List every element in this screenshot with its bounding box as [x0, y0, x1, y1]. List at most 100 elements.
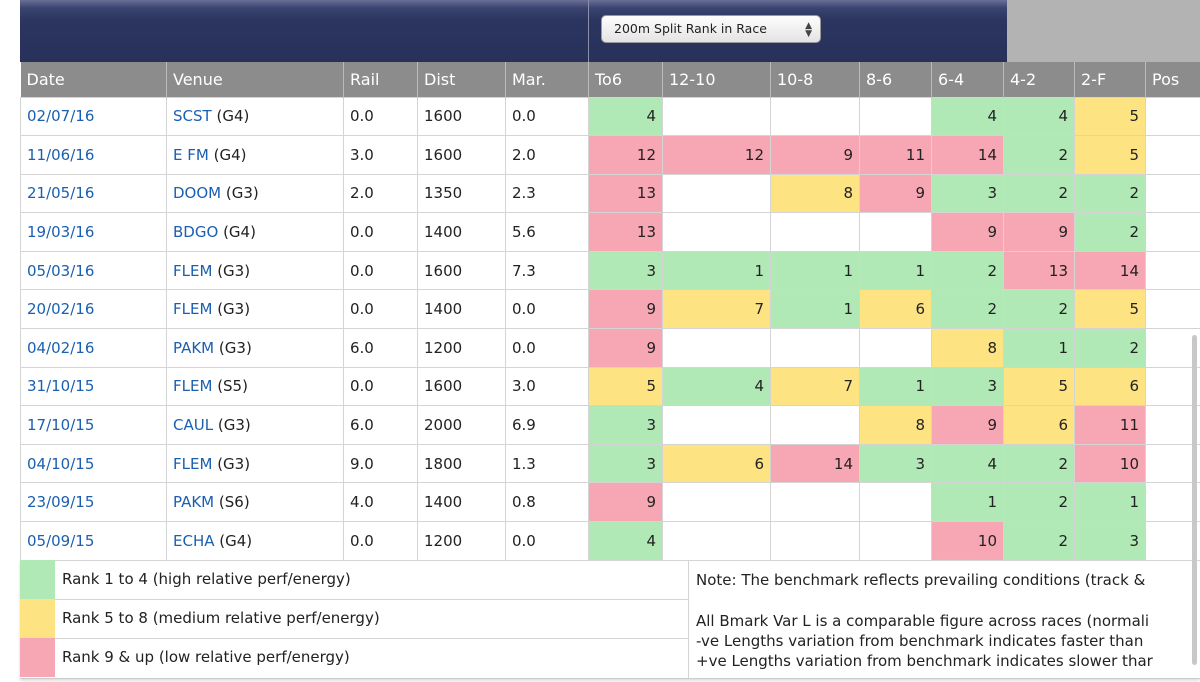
- venue-cell: ECHA (G4): [166, 521, 344, 561]
- table-row: 02/07/16 SCST (G4) 0.0 1600 0.0 4 4 4 5: [20, 96, 1200, 137]
- venue-link[interactable]: FLEM: [173, 377, 213, 396]
- vertical-scrollbar[interactable]: [1192, 335, 1197, 665]
- margin-cell: 0.8: [505, 482, 589, 523]
- grade: (S5): [217, 377, 248, 396]
- rail-cell: 6.0: [343, 328, 418, 368]
- note-line: Note: The benchmark reflects prevailing …: [696, 571, 1146, 589]
- venue-cell: DOOM (G3): [166, 173, 344, 214]
- venue-cell: FLEM (S5): [166, 366, 344, 407]
- dist-cell: 1600: [417, 96, 506, 137]
- table-row: 05/09/15 ECHA (G4) 0.0 1200 0.0 4 10 2 3: [20, 521, 1200, 561]
- venue-link[interactable]: PAKM: [173, 338, 215, 357]
- split-rank-cell: 5: [588, 366, 663, 407]
- venue-link[interactable]: FLEM: [173, 454, 213, 473]
- rail-cell: 0.0: [343, 289, 418, 330]
- date-cell: 11/06/16: [20, 135, 167, 175]
- venue-link[interactable]: CAUL: [173, 416, 214, 435]
- venue-link[interactable]: ECHA: [173, 531, 215, 550]
- venue-cell: FLEM (G3): [166, 289, 344, 330]
- split-rank-cell: 4: [588, 96, 663, 137]
- venue-link[interactable]: FLEM: [173, 261, 213, 280]
- split-rank-cell: 2: [1003, 173, 1075, 214]
- grade: (G3): [217, 454, 251, 473]
- column-header-6-4[interactable]: 6-4: [931, 62, 1004, 97]
- date-cell: 20/02/16: [20, 289, 167, 330]
- column-header-10-8[interactable]: 10-8: [770, 62, 860, 97]
- split-rank-cell: [662, 328, 771, 368]
- date-link[interactable]: 04/10/15: [27, 454, 95, 473]
- date-link[interactable]: 05/09/15: [27, 531, 95, 550]
- table-header-row: Date Venue Rail Dist Mar. To6 12-10 10-8 8-6 6-4 4…: [20, 62, 1200, 97]
- date-link[interactable]: 11/06/16: [27, 145, 95, 164]
- split-rank-cell: 8: [931, 328, 1004, 368]
- date-link[interactable]: 31/10/15: [27, 377, 95, 396]
- split-rank-cell: 9: [1003, 212, 1075, 252]
- column-header-2-f[interactable]: 2-F: [1074, 62, 1146, 97]
- dist-cell: 1400: [417, 289, 506, 330]
- split-rank-cell: 5: [1074, 96, 1146, 137]
- pos-cell: [1145, 250, 1200, 291]
- venue-link[interactable]: PAKM: [173, 493, 215, 512]
- venue-link[interactable]: E FM: [173, 145, 209, 164]
- split-rank-cell: 6: [859, 289, 932, 330]
- venue-cell: FLEM (G3): [166, 443, 344, 484]
- column-header-4-2[interactable]: 4-2: [1003, 62, 1075, 97]
- metric-select[interactable]: 200m Split Rank in Race ▲ ▼: [601, 15, 821, 43]
- rail-cell: 0.0: [343, 521, 418, 561]
- table-row: 11/06/16 E FM (G4) 3.0 1600 2.0 12 12 9 11 14 2 5: [20, 135, 1200, 175]
- column-header-12-10[interactable]: 12-10: [662, 62, 771, 97]
- date-link[interactable]: 02/07/16: [27, 107, 95, 126]
- rail-cell: 2.0: [343, 173, 418, 214]
- column-header-venue[interactable]: Venue: [166, 62, 344, 97]
- pos-cell: [1145, 521, 1200, 561]
- note-line: -ve Lengths variation from benchmark ind…: [696, 632, 1144, 650]
- split-rank-cell: [662, 212, 771, 252]
- split-rank-cell: [859, 212, 932, 252]
- date-link[interactable]: 21/05/16: [27, 184, 95, 203]
- split-rank-cell: 2: [1003, 521, 1075, 561]
- venue-link[interactable]: BDGO: [173, 223, 219, 242]
- pos-cell: [1145, 289, 1200, 330]
- date-link[interactable]: 20/02/16: [27, 300, 95, 319]
- date-link[interactable]: 05/03/16: [27, 261, 95, 280]
- split-rank-cell: [770, 482, 860, 523]
- column-header-8-6[interactable]: 8-6: [859, 62, 932, 97]
- split-rank-cell: 9: [859, 173, 932, 214]
- split-rank-cell: 14: [1074, 250, 1146, 291]
- split-rank-cell: [770, 521, 860, 561]
- column-header-mar-[interactable]: Mar.: [505, 62, 589, 97]
- date-link[interactable]: 04/02/16: [27, 338, 95, 357]
- header-divider: [588, 0, 589, 62]
- table-row: 21/05/16 DOOM (G3) 2.0 1350 2.3 13 8 9 3 2 2: [20, 173, 1200, 214]
- column-header-rail[interactable]: Rail: [343, 62, 418, 97]
- date-cell: 17/10/15: [20, 405, 167, 445]
- split-rank-cell: 8: [859, 405, 932, 445]
- margin-cell: 5.6: [505, 212, 589, 252]
- split-rank-cell: 2: [1074, 328, 1146, 368]
- legend-label: Rank 1 to 4 (high relative perf/energy): [62, 570, 351, 588]
- split-rank-cell: 3: [931, 366, 1004, 407]
- pos-cell: [1145, 173, 1200, 214]
- split-rank-cell: 10: [1074, 443, 1146, 484]
- split-rank-cell: 9: [770, 135, 860, 175]
- column-header-pos[interactable]: Pos: [1145, 62, 1200, 97]
- split-rank-cell: 12: [588, 135, 663, 175]
- dist-cell: 1200: [417, 521, 506, 561]
- table-row: 31/10/15 FLEM (S5) 0.0 1600 3.0 5 4 7 1 3 5 6: [20, 366, 1200, 407]
- dist-cell: 2000: [417, 405, 506, 445]
- split-rank-cell: 2: [1003, 289, 1075, 330]
- venue-cell: PAKM (S6): [166, 482, 344, 523]
- venue-link[interactable]: DOOM: [173, 184, 222, 203]
- date-link[interactable]: 23/09/15: [27, 493, 95, 512]
- column-header-to6[interactable]: To6: [588, 62, 663, 97]
- split-rank-cell: 1: [1074, 482, 1146, 523]
- split-rank-cell: 4: [1003, 96, 1075, 137]
- venue-link[interactable]: FLEM: [173, 300, 213, 319]
- date-link[interactable]: 17/10/15: [27, 416, 95, 435]
- grade: (G3): [217, 416, 251, 435]
- date-link[interactable]: 19/03/16: [27, 223, 95, 242]
- split-rank-cell: [859, 96, 932, 137]
- column-header-dist[interactable]: Dist: [417, 62, 506, 97]
- column-header-date[interactable]: Date: [20, 62, 167, 97]
- venue-link[interactable]: SCST: [173, 107, 212, 126]
